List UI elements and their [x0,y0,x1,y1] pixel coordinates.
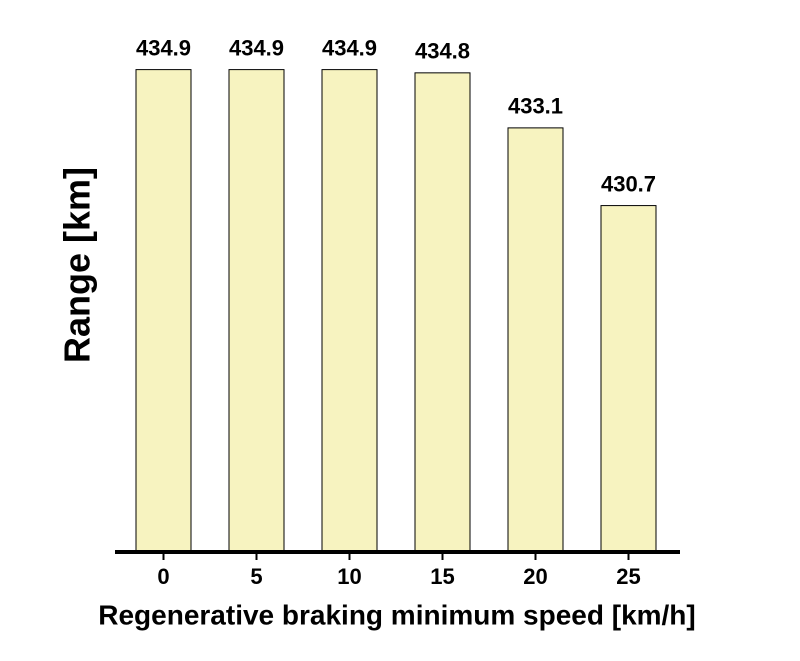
x-tick-label: 20 [523,564,547,589]
bar [600,205,657,553]
y-axis-label: Range [km] [57,167,98,363]
value-label: 434.9 [136,35,191,60]
x-tick-label: 5 [250,564,262,589]
x-tick-label: 0 [157,564,169,589]
bar [228,69,285,553]
value-label: 434.8 [415,39,470,64]
x-tick-label: 25 [616,564,640,589]
bar [414,72,471,553]
bar [135,69,192,553]
value-label: 430.7 [601,171,656,196]
bar [507,127,564,553]
value-label: 433.1 [508,94,563,119]
bar [321,69,378,553]
x-tick-label: 15 [430,564,454,589]
value-label: 434.9 [229,35,284,60]
x-tick-label: 10 [337,564,361,589]
value-label: 434.9 [322,35,377,60]
x-axis-label: Regenerative braking minimum speed [km/h… [98,599,696,630]
